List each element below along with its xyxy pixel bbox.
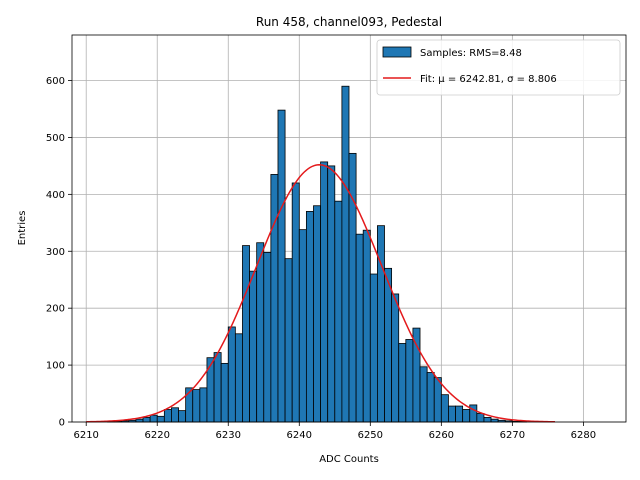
- histogram-bar: [433, 377, 442, 423]
- legend: Samples: RMS=8.48 Fit: μ = 6242.81, σ = …: [376, 39, 621, 96]
- histogram-bar: [227, 326, 236, 423]
- x-axis-title: ADC Counts: [319, 454, 379, 465]
- histogram-bar: [426, 372, 435, 423]
- histogram-bar: [412, 327, 421, 423]
- y-tick-label: 500: [46, 133, 65, 144]
- x-tick-label: 6260: [429, 430, 454, 441]
- legend-box: [376, 39, 621, 96]
- histogram-bar: [384, 267, 393, 423]
- chart-title: Run 458, channel093, Pedestal: [256, 15, 442, 29]
- y-tick-label: 100: [46, 361, 65, 372]
- histogram-bar: [206, 357, 215, 423]
- y-tick-label: 200: [46, 304, 65, 315]
- histogram-bar: [334, 200, 343, 423]
- histogram-bar: [455, 405, 464, 423]
- histogram-bar: [327, 165, 336, 423]
- x-tick-label: 6280: [571, 430, 596, 441]
- plot-frame: [71, 34, 627, 423]
- histogram-bar: [213, 352, 222, 423]
- histogram-bar: [462, 409, 471, 423]
- histogram-bar: [377, 225, 385, 423]
- histogram-bar: [242, 245, 250, 423]
- y-axis-ticks: 0 100 200 300 400 500 600: [46, 76, 72, 429]
- x-axis-ticks: 6210 6220 6230 6240 6250 6260 6270 6280: [73, 422, 596, 441]
- x-tick-label: 6230: [216, 430, 241, 441]
- histogram-bar: [298, 229, 307, 423]
- x-tick-label: 6240: [287, 430, 312, 441]
- legend-swatch-samples: [382, 46, 412, 58]
- histogram-bar: [369, 273, 378, 423]
- histogram-bar: [163, 409, 172, 423]
- histogram-bar: [249, 270, 258, 423]
- y-axis-title: Entries: [17, 211, 28, 246]
- histogram-bar: [483, 417, 492, 423]
- x-tick-label: 6220: [145, 430, 170, 441]
- histogram-bar: [135, 418, 144, 423]
- histogram-bar: [448, 405, 456, 423]
- histogram-bar: [469, 404, 478, 423]
- histogram-bar: [355, 233, 364, 423]
- histogram-bar: [476, 413, 485, 423]
- histogram-bar: [142, 417, 151, 423]
- y-tick-label: 0: [59, 418, 65, 429]
- histogram-bar: [171, 407, 179, 423]
- gaussian-fit-curve: [86, 164, 555, 423]
- histogram-bar: [277, 109, 286, 423]
- histogram-bar: [178, 410, 187, 423]
- y-tick-label: 400: [46, 190, 65, 201]
- histogram-bar: [440, 394, 449, 423]
- histogram-bar: [156, 415, 165, 423]
- histogram-bar: [220, 362, 229, 423]
- x-tick-label: 6270: [500, 430, 525, 441]
- histogram-bar: [199, 387, 208, 423]
- histogram-bar: [291, 182, 300, 423]
- x-tick-label: 6210: [73, 430, 98, 441]
- histogram-bar: [313, 205, 321, 423]
- histogram-bar: [256, 242, 265, 423]
- histogram-bar: [362, 229, 371, 423]
- legend-label-samples: Samples: RMS=8.48: [420, 48, 522, 59]
- histogram-bar: [305, 211, 314, 423]
- x-tick-label: 6250: [358, 430, 383, 441]
- legend-label-fit: Fit: μ = 6242.81, σ = 8.806: [420, 74, 557, 85]
- histogram-bar: [149, 414, 158, 423]
- histogram-bar: [192, 389, 201, 423]
- histogram-bar: [405, 339, 414, 423]
- histogram-bar: [263, 252, 272, 423]
- histogram-bar: [398, 343, 407, 423]
- histogram-bar: [270, 174, 279, 423]
- histogram-bar: [341, 85, 350, 423]
- histogram-bar: [419, 366, 428, 423]
- histogram-bar: [391, 293, 400, 423]
- histogram-bar: [320, 161, 329, 423]
- y-tick-label: 300: [46, 247, 65, 258]
- histogram-bar: [234, 333, 243, 423]
- histogram-bar: [284, 258, 293, 423]
- y-tick-label: 600: [46, 76, 65, 87]
- histogram-bar: [490, 418, 499, 423]
